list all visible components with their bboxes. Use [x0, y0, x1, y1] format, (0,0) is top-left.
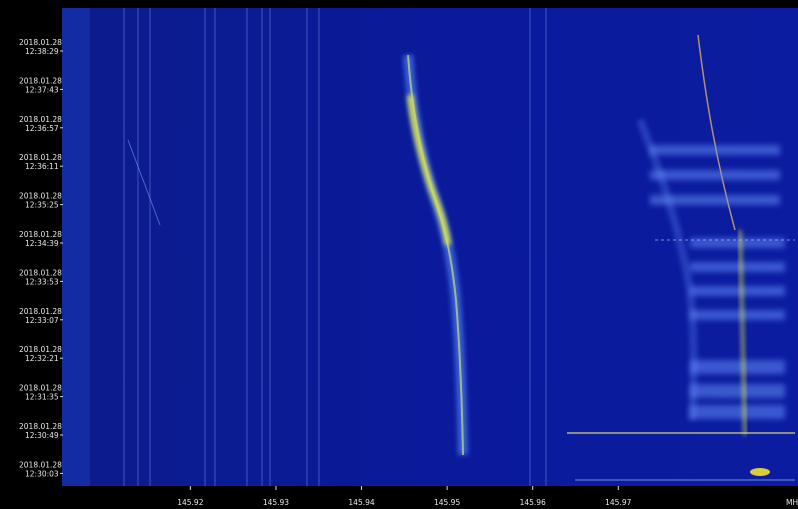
y-time-label: 12:38:29	[25, 47, 59, 56]
y-date-label: 2018.01.28	[19, 345, 62, 354]
x-tick-label: 145.92	[177, 498, 203, 507]
y-time-label: 12:37:43	[25, 85, 59, 94]
y-date-label: 2018.01.28	[19, 38, 62, 47]
y-date-label: 2018.01.28	[19, 307, 62, 316]
y-time-label: 12:32:21	[25, 354, 59, 363]
axes: 145.92 145.93 145.94 145.95 145.96 145.97 MHz 2…	[19, 38, 798, 507]
x-tick-label: 145.95	[434, 498, 460, 507]
y-time-label: 12:34:39	[25, 239, 59, 248]
x-tick-label: 145.93	[263, 498, 289, 507]
y-date-label: 2018.01.28	[19, 192, 62, 201]
x-tick-label: 145.96	[520, 498, 546, 507]
y-time-label: 12:30:03	[25, 469, 59, 478]
y-date-label: 2018.01.28	[19, 115, 62, 124]
y-date-label: 2018.01.28	[19, 76, 62, 85]
y-time-label: 12:33:53	[25, 277, 59, 286]
y-date-label: 2018.01.28	[19, 384, 62, 393]
y-date-label: 2018.01.28	[19, 153, 62, 162]
y-date-label: 2018.01.28	[19, 422, 62, 431]
y-date-label: 2018.01.28	[19, 460, 62, 469]
y-time-label: 12:31:35	[25, 393, 59, 402]
y-date-label: 2018.01.28	[19, 230, 62, 239]
plot-area	[62, 8, 798, 486]
x-tick-label: 145.97	[605, 498, 631, 507]
y-time-label: 12:36:11	[25, 162, 59, 171]
y-date-label: 2018.01.28	[19, 268, 62, 277]
y-time-label: 12:35:25	[25, 201, 59, 210]
y-time-label: 12:36:57	[25, 124, 59, 133]
x-tick-label: 145.94	[348, 498, 374, 507]
y-time-label: 12:30:49	[25, 431, 59, 440]
y-time-label: 12:33:07	[25, 316, 59, 325]
x-unit: MHz	[786, 498, 798, 507]
